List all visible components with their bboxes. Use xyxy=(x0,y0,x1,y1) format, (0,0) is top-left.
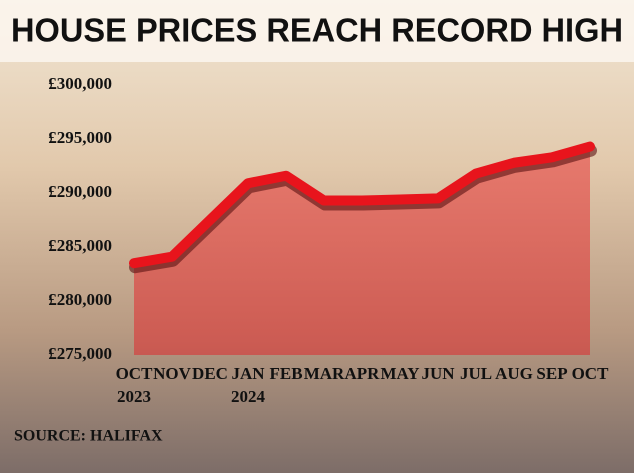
x-tick-label: APR xyxy=(345,364,381,383)
x-tick-label: JUL xyxy=(460,364,492,383)
chart-title: HOUSE PRICES REACH RECORD HIGH xyxy=(11,12,623,49)
x-tick-label: JAN 2024 xyxy=(231,364,266,406)
x-tick-label: JUN xyxy=(421,364,455,383)
source: SOURCE: HALIFAX xyxy=(14,428,163,445)
y-tick-label: £290,000 xyxy=(48,182,112,201)
x-tick-label: AUG xyxy=(495,364,533,383)
y-tick-label: £300,000 xyxy=(48,74,112,93)
y-tick-label: £280,000 xyxy=(48,290,112,309)
x-tick-label: OCT xyxy=(572,364,610,383)
x-tick-label: MAY xyxy=(380,364,419,383)
line xyxy=(129,141,595,269)
area xyxy=(134,146,590,355)
title-band xyxy=(0,0,634,62)
x-tick-label: OCT 2023 xyxy=(116,364,154,406)
x-tick-label: NOV xyxy=(153,364,192,383)
y-tick-label: £295,000 xyxy=(48,128,112,147)
y-tick-label: £275,000 xyxy=(48,344,112,363)
y-tick-label: £285,000 xyxy=(48,236,112,255)
x-tick-label: SEP xyxy=(536,364,567,383)
x-tick-label: MAR xyxy=(304,364,345,383)
x-tick-label: FEB xyxy=(269,364,302,383)
x-tick-label: DEC xyxy=(192,364,228,383)
